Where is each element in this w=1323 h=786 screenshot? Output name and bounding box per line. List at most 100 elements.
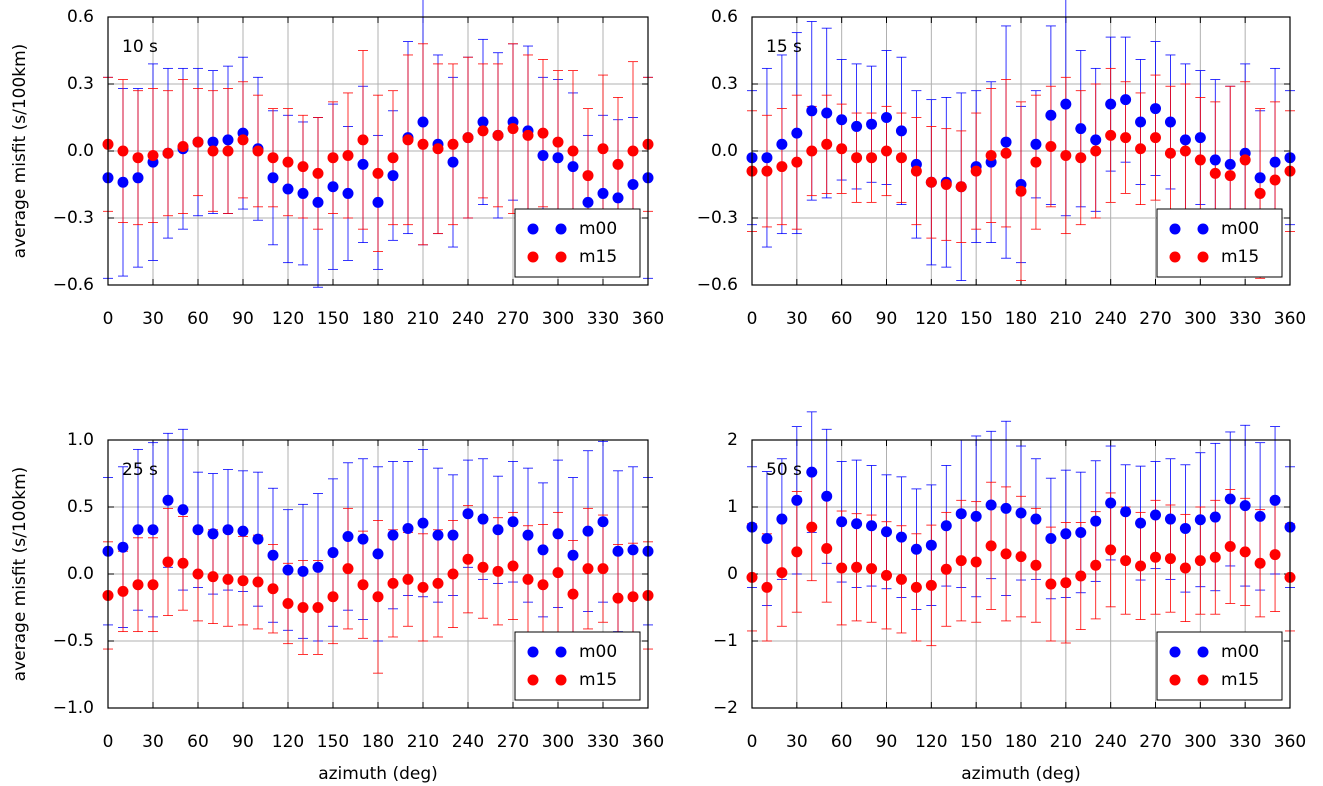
point: [582, 170, 594, 182]
point: [597, 143, 609, 155]
point: [132, 152, 144, 164]
point: [282, 564, 294, 576]
point: [1135, 517, 1147, 529]
point: [132, 524, 144, 536]
point: [1209, 511, 1221, 523]
point: [1150, 509, 1161, 521]
x-tick-label: 150: [960, 732, 992, 752]
point: [507, 123, 519, 135]
point: [836, 516, 848, 528]
point: [297, 187, 309, 199]
x-tick-label: 150: [317, 732, 349, 752]
point: [327, 152, 339, 164]
point: [162, 147, 174, 159]
x-tick-label: 330: [587, 309, 619, 329]
point: [492, 524, 504, 536]
legend-label: m00: [1221, 642, 1259, 662]
y-tick-label: −0.3: [697, 208, 738, 228]
point: [1150, 103, 1161, 115]
point: [477, 513, 489, 525]
x-tick-label: 0: [103, 732, 114, 752]
point: [372, 548, 384, 560]
legend-marker: [1169, 646, 1181, 658]
point: [1015, 551, 1027, 563]
point: [1179, 562, 1191, 574]
x-tick-label: 330: [1229, 309, 1261, 329]
point: [222, 524, 234, 536]
point: [1000, 548, 1012, 560]
point: [447, 138, 459, 150]
point: [477, 116, 489, 128]
point: [940, 520, 952, 532]
point: [1000, 147, 1012, 159]
point: [1269, 549, 1281, 561]
point: [1045, 141, 1057, 153]
point: [1045, 532, 1057, 544]
x-tick-label: 270: [1139, 732, 1171, 752]
point: [940, 563, 952, 575]
point: [567, 549, 579, 561]
point: [537, 127, 549, 139]
point: [940, 179, 952, 190]
panel-title: 25 s: [122, 460, 158, 480]
point: [312, 167, 324, 179]
point: [1015, 507, 1027, 519]
point: [761, 152, 773, 164]
point: [192, 524, 204, 536]
point: [507, 516, 519, 528]
point: [552, 528, 564, 540]
point: [462, 553, 474, 565]
y-tick-label: −0.6: [53, 275, 94, 295]
point: [342, 149, 354, 161]
point: [1164, 116, 1176, 128]
point: [132, 172, 144, 184]
point: [1269, 494, 1281, 506]
point: [1194, 514, 1206, 526]
x-tick-label: 150: [317, 309, 349, 329]
y-tick-label: −0.6: [697, 275, 738, 295]
point: [895, 125, 907, 137]
point: [1090, 134, 1102, 146]
point: [806, 105, 818, 117]
legend-label: m15: [1221, 670, 1259, 690]
point: [1164, 553, 1176, 565]
point: [1224, 541, 1236, 553]
point: [1090, 515, 1102, 527]
point: [776, 161, 788, 173]
point: [387, 152, 399, 164]
point: [297, 565, 309, 577]
y-tick-label: 1.0: [67, 430, 94, 450]
point: [1254, 510, 1266, 522]
point: [147, 579, 159, 591]
legend-marker: [555, 251, 567, 263]
point: [297, 602, 309, 613]
point: [342, 530, 354, 542]
x-tick-label: 330: [587, 732, 619, 752]
point: [1269, 156, 1281, 168]
point: [1239, 154, 1251, 166]
point: [357, 533, 369, 545]
point: [1120, 94, 1132, 106]
x-axis-label: azimuth (deg): [961, 764, 1081, 784]
point: [776, 567, 788, 579]
point: [432, 143, 444, 155]
point: [237, 525, 249, 537]
point: [447, 156, 459, 168]
x-tick-label: 300: [542, 732, 574, 752]
point: [895, 573, 907, 585]
x-tick-label: 30: [786, 309, 808, 329]
y-tick-label: 0.6: [67, 7, 94, 27]
point: [925, 539, 937, 551]
x-tick-label: 240: [1094, 309, 1126, 329]
legend-marker: [555, 223, 567, 235]
point: [282, 597, 294, 609]
point: [1254, 187, 1266, 199]
point: [955, 508, 967, 520]
legend-box: [1156, 208, 1283, 278]
point: [791, 127, 803, 139]
x-tick-label: 210: [1050, 309, 1082, 329]
point: [222, 145, 234, 157]
point: [910, 543, 922, 555]
legend-marker: [555, 646, 567, 658]
point: [177, 557, 189, 569]
